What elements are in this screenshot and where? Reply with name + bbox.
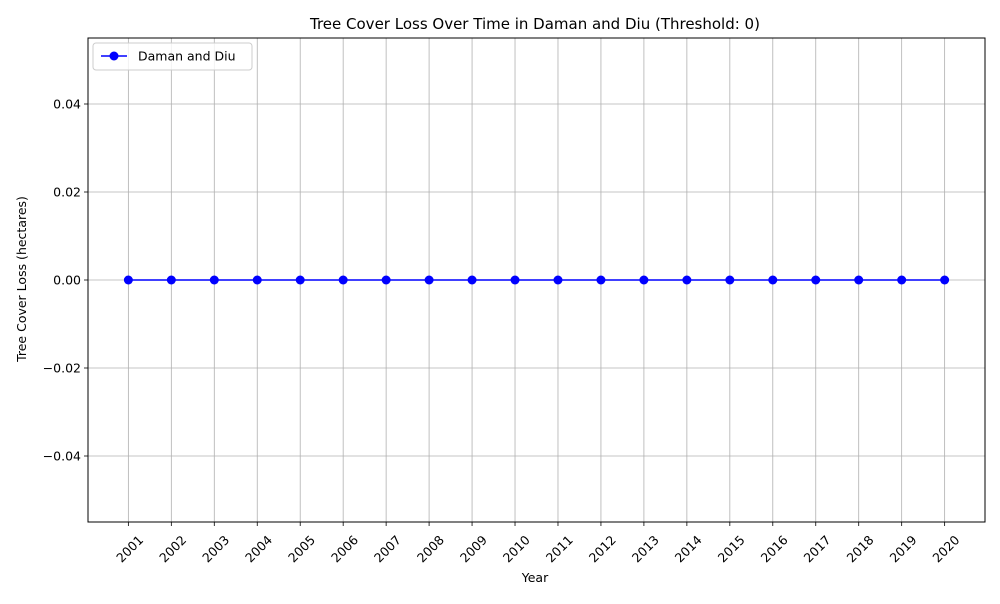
- data-point: [639, 275, 649, 285]
- data-point: [209, 275, 219, 285]
- y-tick-label: −0.02: [43, 361, 81, 376]
- y-tick-label: 0.00: [53, 273, 81, 288]
- y-tick-label: 0.04: [53, 97, 81, 112]
- data-point: [338, 275, 348, 285]
- legend: Daman and Diu: [92, 42, 253, 71]
- data-point: [897, 275, 907, 285]
- data-point: [166, 275, 176, 285]
- legend-box: [92, 42, 253, 71]
- data-point: [596, 275, 606, 285]
- y-tick-label: 0.02: [53, 185, 81, 200]
- data-point: [510, 275, 520, 285]
- data-point: [682, 275, 692, 285]
- data-point: [252, 275, 262, 285]
- data-point: [424, 275, 434, 285]
- legend-marker-swatch: [109, 51, 119, 61]
- data-point: [725, 275, 735, 285]
- y-tick-label: −0.04: [43, 449, 81, 464]
- series-layer: [123, 275, 950, 285]
- data-point: [553, 275, 563, 285]
- data-point: [940, 275, 950, 285]
- y-axis-label: Tree Cover Loss (hectares): [14, 196, 29, 363]
- data-point: [467, 275, 477, 285]
- chart-title: Tree Cover Loss Over Time in Daman and D…: [309, 15, 760, 33]
- data-point: [295, 275, 305, 285]
- data-point: [381, 275, 391, 285]
- y-axis: −0.04 −0.02 0.00 0.02 0.04: [43, 97, 88, 464]
- data-point: [811, 275, 821, 285]
- data-point: [854, 275, 864, 285]
- data-point: [123, 275, 133, 285]
- legend-label: Daman and Diu: [138, 49, 236, 64]
- data-point: [768, 275, 778, 285]
- x-axis-label: Year: [521, 570, 549, 585]
